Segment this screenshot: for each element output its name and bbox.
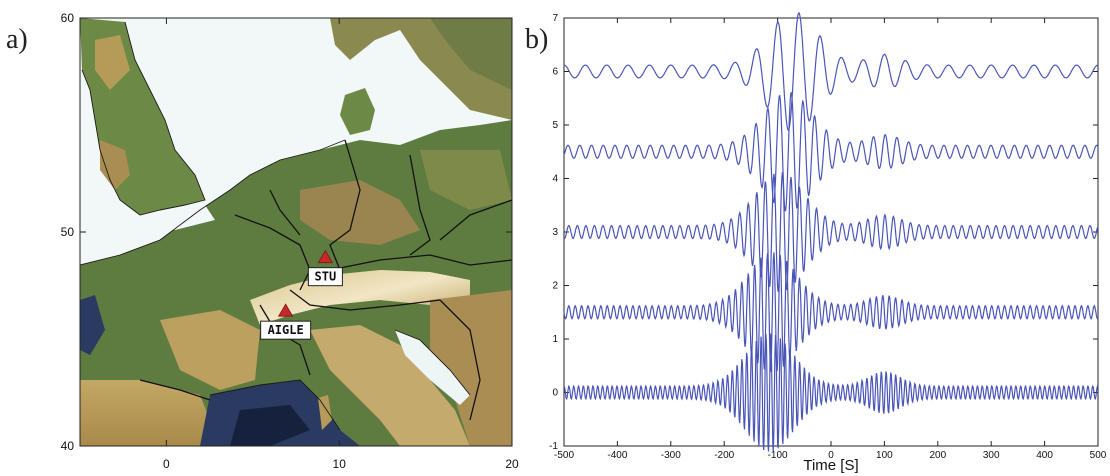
poland-plain <box>420 150 512 210</box>
map-x-tick-label: 10 <box>333 457 347 471</box>
border-benelux <box>269 189 301 236</box>
coast-adriatic <box>394 329 471 396</box>
trace-x-tick-label: 0 <box>828 450 834 461</box>
seismogram-trace-1 <box>563 11 1099 132</box>
trace-y-tick-label: 3 <box>552 227 558 238</box>
border-east <box>439 199 512 241</box>
map-y-tick-label: 40 <box>61 439 75 453</box>
station-label: STU <box>315 270 337 284</box>
trace-x-tick-label: -200 <box>714 450 734 461</box>
trace-y-tick-label: 5 <box>552 120 558 131</box>
seismogram-trace-2 <box>563 92 1099 212</box>
seismogram-trace-3 <box>563 172 1099 292</box>
trace-y-tick-label: -1 <box>549 441 558 452</box>
border-alps-north <box>329 254 512 271</box>
station-stu[interactable]: STU <box>307 249 343 287</box>
country-borders <box>139 139 512 421</box>
station-label-box <box>260 320 312 340</box>
trace-x-tick-label: 200 <box>929 450 946 461</box>
scottish-highlands <box>95 35 130 90</box>
trace-y-tick-label: 7 <box>552 13 558 24</box>
trace-y-tick-label: 1 <box>552 334 558 345</box>
trace-y-tick-label: 4 <box>552 174 558 185</box>
coast-north <box>80 139 346 266</box>
trace-x-tick-label: 300 <box>983 450 1000 461</box>
trace-axes: -500 -400 -300 -200 -100 0 100 200 300 400 500 -1 0 1… <box>549 13 1107 461</box>
seismogram-trace-4 <box>563 252 1099 373</box>
panel-a-label: a) <box>6 24 28 55</box>
trace-panel: -500 -400 -300 -200 -100 0 100 200 300 400 500 -1 0 1… <box>549 11 1107 474</box>
border-fr-de <box>234 214 311 291</box>
map-y-tick-label: 60 <box>61 11 75 25</box>
wales-hills <box>100 140 130 190</box>
trace-y-tick-label: 6 <box>552 67 558 78</box>
corsica <box>318 395 332 430</box>
panel-b-label: b) <box>525 24 549 55</box>
italy <box>310 325 470 446</box>
trace-x-tick-label: -400 <box>607 450 627 461</box>
sweden-land <box>430 18 512 90</box>
trace-x-tick-label: 500 <box>1090 450 1107 461</box>
balkans <box>430 290 512 446</box>
map-y-tick-label: 50 <box>61 225 75 239</box>
trace-x-tick-label: -100 <box>768 450 788 461</box>
station-aigle[interactable]: AIGLE <box>260 303 312 340</box>
station-label-box <box>307 267 343 287</box>
x-axis-title: Time [S] <box>803 457 858 474</box>
adriatic <box>395 330 470 405</box>
map-x-tick-label: 0 <box>163 457 170 471</box>
station-triangle-icon <box>277 303 294 317</box>
border-alps-south <box>289 289 441 311</box>
border-de-pl <box>409 154 431 256</box>
alps <box>250 270 470 325</box>
trace-y-tick-label: 2 <box>552 281 558 292</box>
trace-y-tick-label: 0 <box>552 388 558 399</box>
iberia <box>80 380 210 446</box>
trace-x-tick-label: -300 <box>661 450 681 461</box>
deep-sea <box>230 405 310 446</box>
coastlines <box>80 21 471 431</box>
coast-britain <box>81 21 206 216</box>
trace-x-tick-label: 400 <box>1036 450 1053 461</box>
trace-lines <box>563 11 1099 452</box>
central-uplands <box>300 180 420 245</box>
trace-x-tick-label: 100 <box>876 450 893 461</box>
massif-central <box>160 310 260 390</box>
station-label: AIGLE <box>268 323 304 337</box>
trace-x-tick-label: -500 <box>554 450 574 461</box>
biscay <box>80 295 105 355</box>
seismogram-trace-5 <box>563 333 1099 452</box>
station-triangle-icon <box>317 249 334 264</box>
map-terrain <box>80 18 512 446</box>
border-de-east <box>329 139 361 271</box>
map-stations: STU AIGLE <box>260 249 343 340</box>
border-balkans <box>439 299 481 421</box>
map-axes: 0 10 20 40 50 60 <box>61 11 519 471</box>
coast-med <box>209 379 341 431</box>
border-pyrenees <box>139 379 211 401</box>
map-panel: 0 10 20 40 50 60 STU AIGLE <box>61 11 519 471</box>
map-x-tick-label: 20 <box>505 457 519 471</box>
denmark-land <box>340 88 375 135</box>
english-channel <box>140 205 215 230</box>
